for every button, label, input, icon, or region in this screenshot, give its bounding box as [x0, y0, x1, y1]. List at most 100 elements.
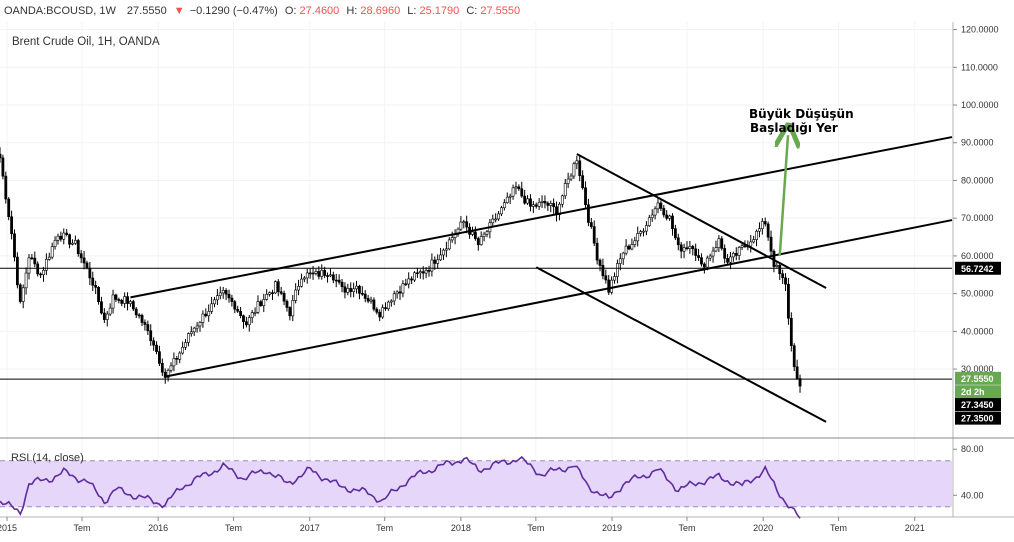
candle-body [517, 186, 521, 190]
candle-body [578, 160, 582, 176]
candle-body [329, 274, 332, 277]
candle-body [189, 331, 193, 334]
candle-body [500, 207, 503, 215]
candle-body [442, 249, 445, 256]
candle-body [129, 301, 132, 304]
candle-body [120, 299, 124, 304]
x-tick-label: Tem [225, 523, 242, 533]
candle-body [13, 233, 16, 258]
time-axis[interactable]: 2015 Tem 2016 Tem 2017 Tem 2018 Tem 2019 Tem 2020 T… [0, 517, 925, 533]
candle-body [271, 292, 274, 294]
candle-body [131, 301, 135, 310]
price-badge-label: 27.3500 [961, 414, 994, 424]
candle-body [697, 255, 700, 258]
candle-body [242, 315, 245, 322]
candle-body [494, 218, 498, 221]
candle-body [792, 345, 796, 368]
candle-body [85, 262, 89, 269]
candle-body [395, 291, 399, 295]
candle-body [592, 226, 596, 244]
price-axis[interactable]: 120.0000 110.0000 100.0000 90.0000 80.0000 70… [953, 25, 999, 375]
candle-body [44, 259, 48, 271]
candle-body [505, 196, 509, 203]
candle-body [39, 273, 42, 276]
candle-body [334, 279, 338, 282]
candle-body [94, 285, 98, 288]
trend-line-channel-upper [130, 136, 953, 299]
candle-body [659, 202, 663, 209]
candle-body [337, 279, 341, 283]
candle-body [166, 369, 170, 378]
candle-body [621, 252, 625, 260]
candle-body [410, 278, 414, 281]
candle-body [250, 312, 254, 318]
candle-body [224, 290, 228, 295]
price-badge-label: 56.7242 [961, 264, 994, 274]
candle-body [349, 288, 353, 292]
candle-body [650, 214, 654, 219]
price-badge-label: 27.3450 [961, 400, 994, 410]
y-tick-label: 120.0000 [961, 25, 999, 35]
price-grid [0, 22, 952, 517]
y-tick-label: 110.0000 [961, 62, 998, 72]
candle-body [633, 240, 637, 245]
close-value: 27.5550 [480, 5, 520, 17]
candle-body [714, 247, 718, 252]
candle-body [575, 160, 579, 165]
candle-body [775, 265, 779, 267]
candle-body [1, 157, 5, 177]
candle-body [694, 248, 698, 256]
candle-body [369, 299, 373, 302]
candle-body [76, 240, 80, 254]
rsi-band [0, 460, 952, 508]
candle-body [198, 322, 202, 327]
candle-body [279, 291, 283, 294]
candle-body [366, 298, 370, 302]
candle-body [462, 221, 466, 223]
candle-body [778, 265, 782, 274]
candle-body [444, 248, 448, 251]
candle-body [676, 237, 680, 246]
candle-body [795, 366, 799, 379]
candle-body [798, 378, 802, 387]
rsi-series [0, 455, 801, 519]
x-tick-label: 2021 [905, 523, 925, 533]
candle-body [613, 276, 616, 281]
candle-body [172, 358, 176, 367]
candle-body [0, 153, 2, 159]
symbol-text: OANDA:BCOUSD, 1W [4, 5, 116, 17]
candle-body [181, 346, 185, 354]
candle-body [531, 204, 535, 207]
candle-body [679, 244, 683, 252]
candle-body [187, 333, 190, 343]
candle-body [549, 203, 553, 206]
candle-body [471, 231, 474, 235]
rsi-axis[interactable]: 80.00 40.00 [953, 444, 984, 500]
candle-body [253, 312, 257, 314]
high-value: 28.6960 [360, 5, 400, 17]
candle-body [407, 278, 411, 285]
candle-body [308, 272, 312, 275]
candle-body [636, 233, 640, 242]
candle-body [784, 277, 787, 285]
candle-body [276, 281, 280, 293]
rsi-line [0, 455, 801, 519]
candle-body [430, 259, 434, 272]
candle-body [21, 287, 25, 302]
candle-body [523, 195, 527, 204]
candle-body [163, 371, 167, 378]
candle-body [398, 291, 402, 294]
price-badge [955, 371, 1001, 385]
candle-body [111, 294, 115, 309]
candle-body [781, 273, 785, 279]
candle-body [734, 253, 738, 256]
candle-body [502, 202, 506, 209]
low-value: 25.1790 [420, 5, 460, 17]
candle-body [10, 216, 13, 235]
price-badge [955, 411, 1001, 425]
candle-body [126, 296, 129, 304]
x-tick-label: Tem [73, 523, 90, 533]
y-tick-label: 70.0000 [961, 213, 994, 223]
annotation-line1: Büyük Düşüşün [749, 107, 854, 121]
